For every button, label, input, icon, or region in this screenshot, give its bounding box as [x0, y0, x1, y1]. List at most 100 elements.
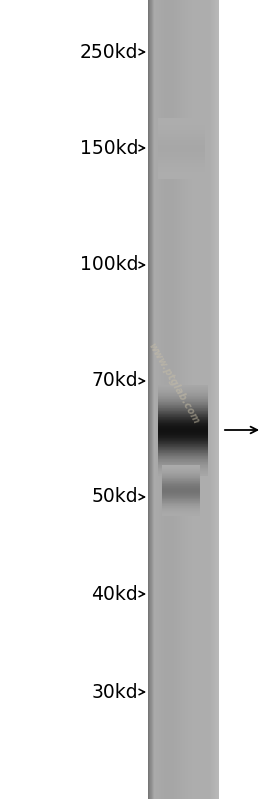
Bar — [158, 417, 208, 419]
Bar — [204, 0, 205, 799]
Bar — [165, 0, 166, 799]
Bar — [192, 0, 193, 799]
Bar — [172, 0, 173, 799]
Bar — [158, 398, 208, 399]
Bar — [158, 431, 208, 433]
Bar — [162, 498, 200, 499]
Bar — [215, 0, 216, 799]
Bar — [158, 422, 208, 423]
Bar — [158, 0, 159, 799]
Bar — [162, 477, 200, 478]
Bar — [162, 503, 200, 504]
Bar — [158, 128, 205, 129]
Bar — [158, 166, 205, 168]
Bar — [158, 466, 208, 467]
Bar — [181, 0, 182, 799]
Bar — [158, 440, 208, 442]
Bar — [158, 402, 208, 403]
Bar — [158, 470, 208, 471]
Bar — [158, 414, 208, 415]
Bar — [214, 0, 215, 799]
Bar — [154, 0, 155, 799]
Bar — [158, 455, 208, 457]
Bar — [158, 392, 208, 393]
Bar — [158, 141, 205, 142]
Bar — [199, 0, 200, 799]
Bar — [158, 444, 208, 446]
Bar — [193, 0, 194, 799]
Bar — [162, 507, 200, 509]
Bar — [158, 449, 208, 450]
Bar — [158, 159, 205, 161]
Bar — [190, 0, 191, 799]
Bar — [166, 0, 167, 799]
Bar — [212, 0, 213, 799]
Text: 70kd: 70kd — [91, 372, 138, 391]
Bar — [210, 0, 211, 799]
Bar — [162, 471, 200, 472]
Bar — [158, 120, 205, 121]
Bar — [150, 0, 151, 799]
Bar — [162, 480, 200, 481]
Bar — [178, 0, 179, 799]
Bar — [187, 0, 188, 799]
Bar — [158, 169, 205, 170]
Bar — [165, 0, 166, 799]
Bar — [184, 0, 185, 799]
Bar — [158, 468, 208, 470]
Bar — [194, 0, 195, 799]
Bar — [158, 458, 208, 459]
Bar — [158, 424, 208, 425]
Text: 150kd: 150kd — [80, 138, 138, 157]
Bar — [180, 0, 181, 799]
Bar — [184, 0, 185, 799]
Bar — [162, 0, 163, 799]
Bar — [158, 172, 205, 173]
Bar — [162, 489, 200, 491]
Bar — [162, 468, 200, 469]
Bar — [162, 489, 200, 490]
Bar — [158, 405, 208, 407]
Bar — [203, 0, 204, 799]
Bar — [158, 472, 208, 473]
Bar — [158, 385, 208, 386]
Bar — [196, 0, 197, 799]
Bar — [158, 140, 205, 141]
Bar — [161, 0, 162, 799]
Bar — [156, 0, 157, 799]
Bar — [185, 0, 186, 799]
Bar — [194, 0, 195, 799]
Bar — [158, 391, 208, 392]
Bar — [172, 0, 173, 799]
Bar — [158, 133, 205, 134]
Bar — [188, 0, 189, 799]
Bar — [158, 423, 208, 424]
Bar — [158, 152, 205, 153]
Bar — [197, 0, 198, 799]
Bar — [158, 418, 208, 419]
Bar — [158, 396, 208, 397]
Bar — [162, 465, 200, 466]
Bar — [158, 163, 205, 165]
Bar — [168, 0, 169, 799]
Bar — [162, 479, 200, 480]
Bar — [158, 463, 208, 465]
Bar — [158, 161, 205, 162]
Bar — [158, 138, 205, 140]
Bar — [189, 0, 190, 799]
Bar — [186, 0, 187, 799]
Bar — [197, 0, 198, 799]
Bar — [158, 411, 208, 412]
Bar — [187, 0, 188, 799]
Bar — [158, 153, 205, 154]
Bar — [196, 0, 197, 799]
Bar — [158, 158, 205, 160]
Bar — [192, 0, 193, 799]
Bar — [162, 479, 200, 480]
Bar — [158, 439, 208, 441]
Bar — [158, 392, 208, 394]
Bar — [152, 0, 153, 799]
Bar — [158, 149, 205, 150]
Bar — [217, 0, 218, 799]
Bar — [157, 0, 158, 799]
